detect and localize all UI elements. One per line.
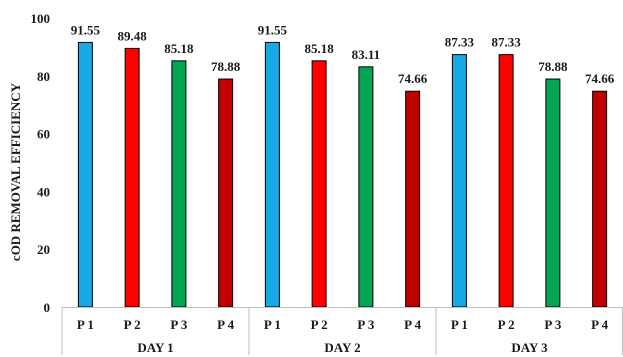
x-tick-label: P 3 [170, 317, 187, 332]
y-tick-label: 60 [37, 127, 50, 142]
y-tick-label: 40 [37, 184, 50, 199]
y-tick-label: 100 [31, 11, 51, 26]
bars: 91.55 89.48 85.18 78.88 91.55 85.18 83.11 74.66… [71, 22, 615, 308]
data-label: 74.66 [398, 71, 428, 86]
bar [358, 66, 374, 308]
bar [311, 60, 327, 308]
x-tick-label: P 1 [451, 317, 468, 332]
y-axis: 0 20 40 60 80 100 [31, 11, 51, 315]
group-label: DAY 1 [137, 340, 173, 355]
data-label: 85.18 [164, 41, 194, 56]
y-tick-label: 20 [37, 242, 50, 257]
data-label: 87.33 [445, 35, 475, 50]
bar [498, 54, 514, 308]
x-tick-label: P 2 [498, 317, 515, 332]
y-tick-label: 0 [44, 300, 51, 315]
bar [218, 78, 234, 308]
data-label: 91.55 [71, 22, 101, 37]
x-tick-label: P 3 [357, 317, 374, 332]
group-label: DAY 2 [324, 340, 360, 355]
x-tick-label: P 1 [264, 317, 281, 332]
x-tick-label: P 1 [77, 317, 94, 332]
x-tick-label: P 3 [544, 317, 561, 332]
bar [592, 90, 608, 308]
bar [77, 41, 93, 308]
bar [545, 78, 561, 308]
x-tick-label: P 4 [217, 317, 234, 332]
data-label: 85.18 [305, 41, 335, 56]
data-label: 89.48 [118, 28, 148, 43]
data-label: 91.55 [258, 22, 288, 37]
data-label: 74.66 [585, 71, 615, 86]
y-axis-title: cOD REMOVAL EFFICIENCY [8, 82, 23, 261]
x-tick-label: P 4 [591, 317, 608, 332]
bar [124, 47, 140, 308]
x-tick-label: P 2 [311, 317, 328, 332]
data-label: 83.11 [352, 47, 381, 62]
bar [264, 41, 280, 308]
bar [171, 60, 187, 308]
bar [405, 90, 421, 308]
data-label: 78.88 [538, 59, 568, 74]
x-tick-label: P 4 [404, 317, 421, 332]
x-tick-label: P 2 [124, 317, 141, 332]
y-tick-label: 80 [37, 69, 50, 84]
x-axis: P 1 P 2 P 3 P 4 DAY 1 P 1 P 2 P 3 P 4 DAY 2 P 1 P 2… [61, 307, 623, 355]
data-label: 78.88 [211, 59, 241, 74]
group-label: DAY 3 [511, 340, 548, 355]
data-label: 87.33 [492, 35, 522, 50]
bar [451, 54, 467, 308]
